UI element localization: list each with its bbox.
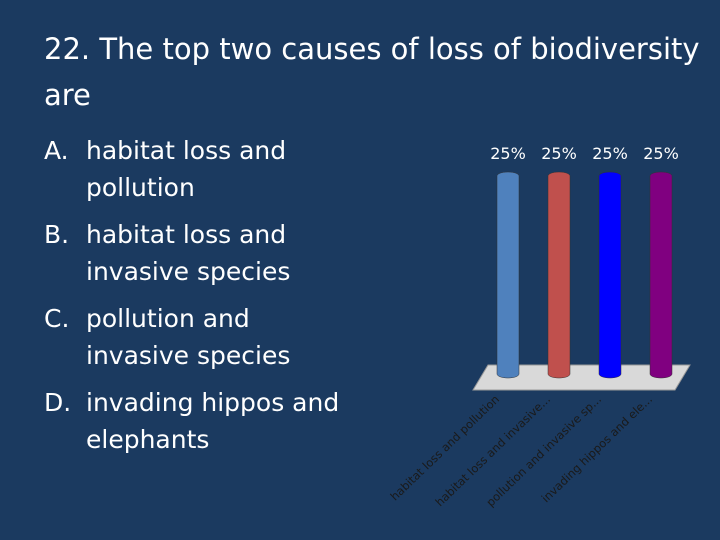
option-text: habitat loss and pollution: [86, 136, 287, 202]
option-text: pollution and invasive species: [86, 304, 291, 370]
option-text: habitat loss and invasive species: [86, 220, 291, 286]
chart-floor: [472, 364, 691, 391]
options: A. habitat loss and pollution B. habitat lo…: [44, 132, 364, 468]
bar: [598, 171, 622, 379]
option-letter: C.: [44, 304, 70, 333]
option-letter: A.: [44, 136, 69, 165]
option-letter: B.: [44, 220, 70, 249]
bar: [547, 171, 571, 379]
option: D. invading hippos and elephants: [44, 384, 364, 458]
option: A. habitat loss and pollution: [44, 132, 364, 206]
option-text: invading hippos and elephants: [86, 388, 340, 454]
value-label: 25%: [490, 144, 526, 163]
slide-title: 22. The top two causes of loss of biodiv…: [44, 32, 700, 112]
value-label: 25%: [541, 144, 577, 163]
option-letter: D.: [44, 388, 72, 417]
bar: [649, 171, 673, 379]
value-label: 25%: [643, 144, 679, 163]
option: C. pollution and invasive species: [44, 300, 364, 374]
option: B. habitat loss and invasive species: [44, 216, 364, 290]
value-label: 25%: [592, 144, 628, 163]
bar: [496, 171, 520, 379]
